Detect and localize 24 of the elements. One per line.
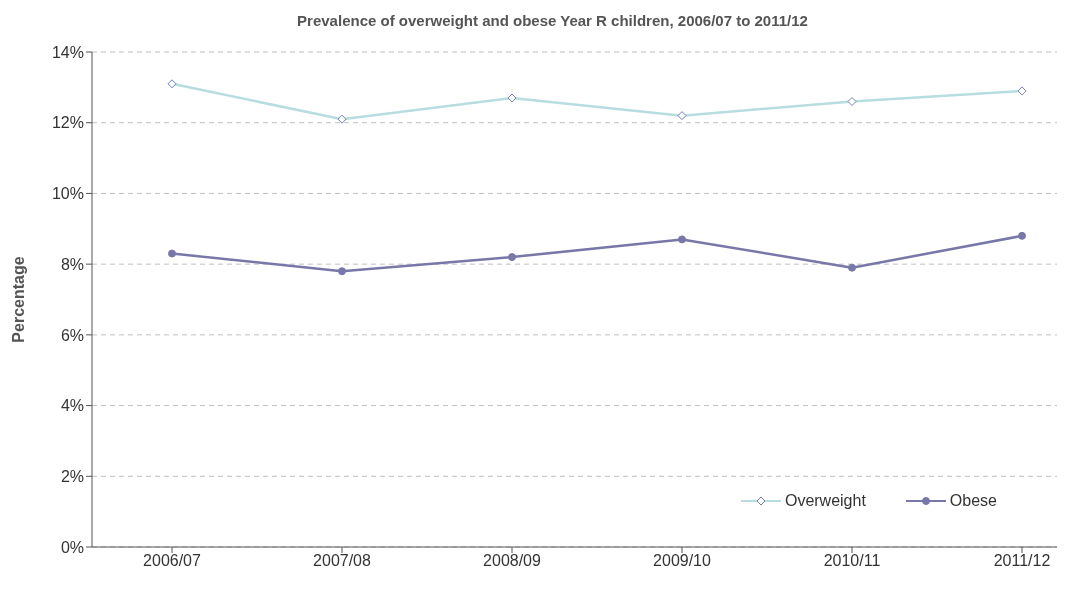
y-tick-label: 0% — [60, 538, 84, 556]
y-tick-label: 4% — [60, 397, 84, 415]
point — [848, 263, 856, 272]
point — [338, 267, 346, 276]
point — [508, 253, 516, 262]
point — [1018, 231, 1026, 240]
x-tick-label: 2008/09 — [483, 552, 542, 570]
point — [678, 235, 686, 244]
legend-label: Obese — [949, 492, 997, 510]
y-tick-label: 14% — [51, 43, 84, 61]
x-tick-label: 2010/11 — [823, 552, 881, 570]
x-tick-label: 2009/10 — [653, 552, 712, 570]
y-axis-title: Percentage — [9, 256, 27, 343]
y-tick-label: 8% — [60, 255, 84, 273]
y-tick-label: 10% — [51, 185, 84, 203]
y-tick-label: 6% — [60, 326, 84, 344]
x-tick-label: 2007/08 — [313, 552, 372, 570]
chart-title: Prevalence of overweight and obese Year R children, 2006/07 to 2011/12 — [296, 11, 809, 31]
x-tick-label: 2006/07 — [143, 552, 202, 570]
legend-label: Overweight — [784, 492, 866, 510]
x-tick-label: 2011/12 — [993, 552, 1051, 570]
y-tick-label: 12% — [51, 114, 84, 132]
y-tick-label: 2% — [60, 467, 84, 485]
point — [168, 249, 176, 258]
